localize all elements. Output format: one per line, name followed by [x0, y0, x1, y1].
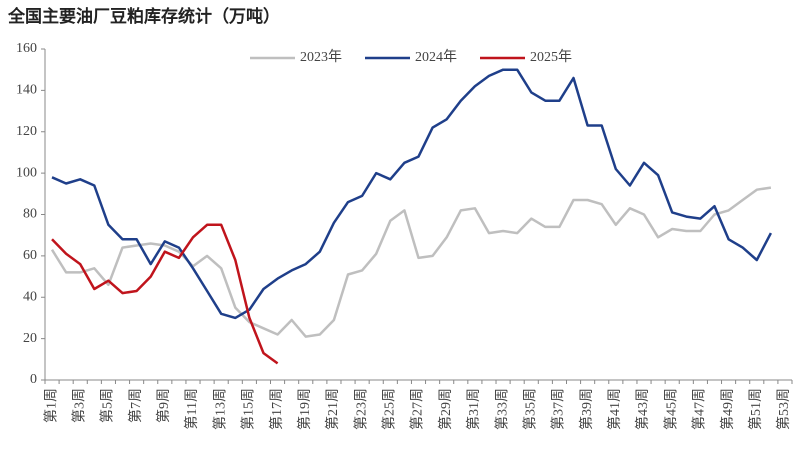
x-tick-label: 第31周	[465, 388, 482, 430]
x-tick-label: 第33周	[493, 388, 510, 430]
chart-title: 全国主要油厂豆粕库存统计（万吨）	[7, 6, 280, 26]
x-tick-label: 第7周	[127, 388, 144, 423]
x-tick-label: 第5周	[99, 388, 116, 423]
x-tick-label: 第35周	[521, 388, 538, 430]
y-tick-label: 0	[30, 372, 37, 387]
x-tick-label: 第45周	[662, 388, 679, 430]
y-tick-label: 140	[16, 83, 37, 98]
x-tick-label: 第13周	[211, 388, 228, 430]
y-tick-label: 40	[23, 289, 37, 304]
x-tick-label: 第27周	[409, 388, 426, 430]
x-tick-label: 第39周	[578, 388, 595, 430]
x-tick-label: 第37周	[550, 388, 567, 430]
x-tick-label: 第53周	[775, 388, 792, 430]
y-tick-label: 60	[23, 248, 37, 263]
x-tick-label: 第19周	[296, 388, 313, 430]
legend-label: 2025年	[530, 49, 572, 65]
x-tick-label: 第25周	[381, 388, 398, 430]
series-line	[50, 186, 772, 338]
y-tick-label: 160	[16, 41, 37, 56]
x-tick-label: 第15周	[240, 388, 257, 430]
y-tick-label: 100	[16, 165, 37, 180]
y-tick-label: 20	[23, 331, 37, 346]
x-tick-label: 第51周	[747, 388, 764, 430]
x-tick-label: 第43周	[634, 388, 651, 430]
x-tick-label: 第9周	[155, 388, 172, 423]
x-tick-label: 第3周	[70, 388, 87, 423]
y-tick-label: 80	[23, 207, 37, 222]
y-tick-label: 120	[16, 124, 37, 139]
x-tick-label: 第29周	[437, 388, 454, 430]
x-tick-label: 第21周	[324, 388, 341, 430]
legend-label: 2024年	[415, 49, 457, 65]
series-line	[51, 223, 279, 365]
x-tick-label: 第1周	[42, 388, 59, 423]
x-tick-label: 第23周	[352, 388, 369, 430]
series-line	[51, 68, 773, 320]
x-tick-label: 第41周	[606, 388, 623, 430]
x-tick-label: 第11周	[183, 388, 200, 429]
x-tick-label: 第17周	[268, 388, 285, 430]
legend-label: 2023年	[300, 49, 342, 65]
x-tick-label: 第47周	[691, 388, 708, 430]
x-tick-label: 第49周	[719, 388, 736, 430]
